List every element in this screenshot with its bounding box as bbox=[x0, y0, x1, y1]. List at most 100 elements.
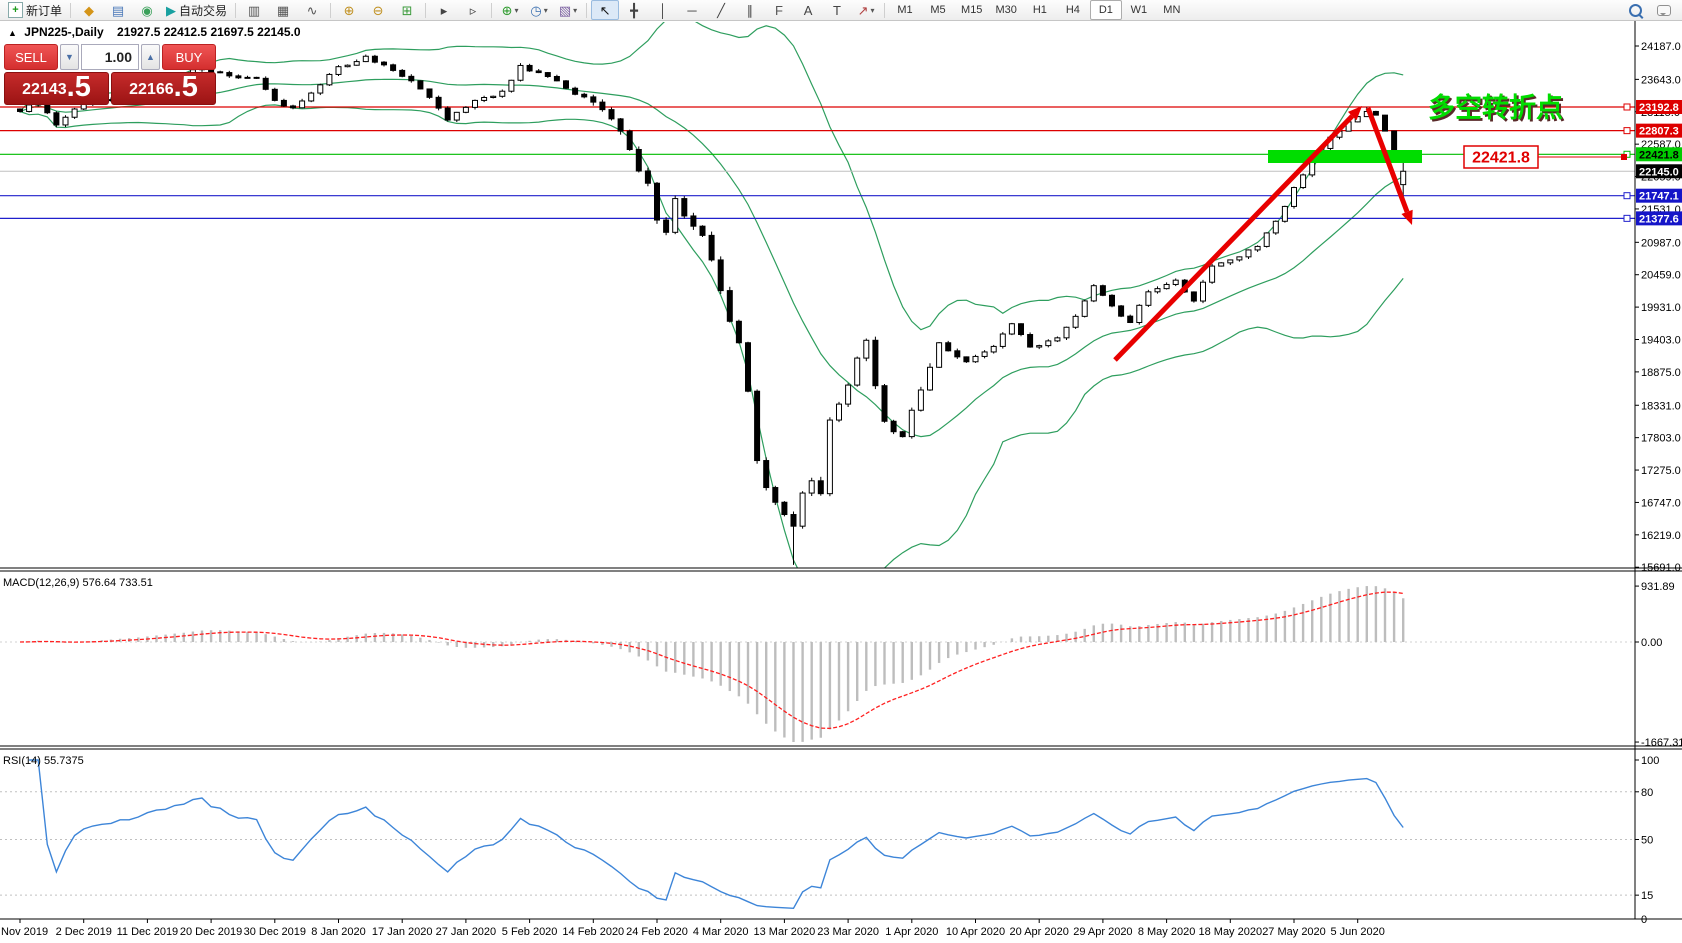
hline-button[interactable]: ─ bbox=[678, 0, 706, 20]
price-axis[interactable]: 24187.023643.023115.022587.022059.021531… bbox=[1634, 21, 1682, 919]
sell-price-panel[interactable]: 22143 .5 bbox=[4, 72, 109, 105]
rsi-line bbox=[29, 759, 1404, 910]
periods-button[interactable]: ◷ ▾ bbox=[525, 0, 553, 20]
tf-m1-label: M1 bbox=[897, 4, 913, 16]
date-tick-label: 18 May 2020 bbox=[1198, 926, 1262, 938]
vline-button[interactable]: │ bbox=[649, 0, 677, 20]
data-window-button[interactable]: ▤ bbox=[104, 0, 132, 20]
auto-scroll-button[interactable]: ▸ bbox=[430, 0, 458, 20]
level-line-handle[interactable] bbox=[1623, 214, 1631, 222]
date-tick-label: 2 Dec 2019 bbox=[56, 926, 112, 938]
auto-trading-icon: ▶ bbox=[166, 2, 177, 18]
turning-point-label[interactable]: 多空转折点 bbox=[1428, 92, 1563, 123]
candlestick-icon: ▦ bbox=[276, 2, 290, 18]
highlight-rectangle[interactable] bbox=[1268, 150, 1422, 163]
market-button[interactable]: ◆ bbox=[75, 0, 103, 20]
toolbar-separator bbox=[884, 2, 886, 18]
tf-h4[interactable]: H4 bbox=[1057, 0, 1089, 20]
level-line-handle[interactable] bbox=[1623, 192, 1631, 200]
price-callout-text: 22421.8 bbox=[1472, 150, 1530, 167]
indicators-icon: ⊕ bbox=[501, 2, 513, 18]
crosshair-button[interactable]: ╋ bbox=[620, 0, 648, 20]
price-tick-label: 23643.0 bbox=[1641, 74, 1681, 86]
cursor-button[interactable]: ↖ bbox=[591, 0, 620, 20]
candlestick-series bbox=[17, 54, 1407, 565]
indicators-button[interactable]: ⊕ ▾ bbox=[496, 0, 524, 20]
label-icon: T bbox=[833, 2, 841, 18]
rsi-axis-label: 50 bbox=[1641, 835, 1653, 847]
date-tick-label: 17 Jan 2020 bbox=[372, 926, 433, 938]
auto-trading-button[interactable]: ▶ 自动交易 bbox=[162, 0, 231, 20]
buy-button[interactable]: BUY bbox=[162, 44, 216, 70]
trend-arrow-up[interactable] bbox=[1113, 106, 1362, 362]
date-tick-label: 8 May 2020 bbox=[1138, 926, 1195, 938]
text-button[interactable]: A bbox=[794, 0, 822, 20]
fibonacci-button[interactable]: F bbox=[765, 0, 793, 20]
tile-windows-button[interactable]: ⊞ bbox=[393, 0, 421, 20]
price-badge bbox=[1636, 211, 1682, 226]
sell-button[interactable]: SELL bbox=[4, 44, 58, 70]
search-button[interactable] bbox=[1621, 0, 1649, 20]
trend-arrow-down[interactable] bbox=[1365, 107, 1413, 225]
arrows-button[interactable]: ↗ ▾ bbox=[852, 0, 880, 20]
tf-h1[interactable]: H1 bbox=[1024, 0, 1056, 20]
hline-icon: ─ bbox=[687, 2, 697, 18]
toolbar-separator bbox=[586, 2, 588, 18]
templates-button[interactable]: ▧ ▾ bbox=[554, 0, 582, 20]
price-callout-box[interactable] bbox=[1463, 145, 1539, 169]
date-tick-label: 24 Feb 2020 bbox=[626, 926, 688, 938]
tf-h4-label: H4 bbox=[1065, 4, 1080, 16]
templates-icon: ▧ bbox=[558, 2, 572, 18]
level-line-handle[interactable] bbox=[1623, 103, 1631, 111]
chat-button[interactable] bbox=[1650, 0, 1678, 20]
volume-decrease-button[interactable]: ▼ bbox=[60, 44, 79, 70]
macd-axis-label: -1667.31 bbox=[1641, 737, 1682, 749]
chart-shift-button[interactable]: ▹ bbox=[459, 0, 487, 20]
price-tick-label: 17275.0 bbox=[1641, 465, 1681, 477]
tf-m15[interactable]: M15 bbox=[955, 0, 988, 20]
rsi-axis-label: 80 bbox=[1641, 787, 1653, 799]
tf-d1-label: D1 bbox=[1098, 4, 1113, 16]
bar-chart-button[interactable]: ▥ bbox=[240, 0, 268, 20]
trendline-button[interactable]: ╱ bbox=[707, 0, 735, 20]
candle-chart-button[interactable]: ▦ bbox=[269, 0, 297, 20]
buy-price-main: 22166 bbox=[129, 81, 174, 98]
new-order-button[interactable]: + 新订单 bbox=[4, 0, 66, 20]
zoom-out-button[interactable]: ⊖ bbox=[364, 0, 392, 20]
zoom-in-icon: ⊕ bbox=[343, 2, 355, 18]
tf-m5[interactable]: M5 bbox=[922, 0, 954, 20]
tf-d1[interactable]: D1 bbox=[1089, 0, 1122, 20]
line-chart-button[interactable]: ∿ bbox=[298, 0, 326, 20]
buy-price-panel[interactable]: 22166 .5 bbox=[111, 72, 216, 105]
volume-increase-button[interactable]: ▲ bbox=[141, 44, 160, 70]
toolbar-separator bbox=[330, 2, 332, 18]
search-icon bbox=[1628, 3, 1642, 17]
date-tick-label: 14 Feb 2020 bbox=[562, 926, 624, 938]
price-badge-text: 22145.0 bbox=[1639, 166, 1679, 178]
tf-w1[interactable]: W1 bbox=[1123, 0, 1155, 20]
date-tick-label: 20 Dec 2019 bbox=[180, 926, 242, 938]
tf-m30[interactable]: M30 bbox=[989, 0, 1022, 20]
auto-trading-button-label: 自动交易 bbox=[179, 3, 228, 18]
date-tick-label: 5 Jun 2020 bbox=[1330, 926, 1384, 938]
volume-input[interactable] bbox=[81, 44, 139, 70]
label-button[interactable]: T bbox=[823, 0, 851, 20]
signals-button[interactable]: ◉ bbox=[133, 0, 161, 20]
level-line-handle[interactable] bbox=[1623, 127, 1631, 135]
price-tick-label: 15691.0 bbox=[1641, 562, 1681, 574]
main-price-pane bbox=[0, 22, 1635, 568]
line-chart-icon: ∿ bbox=[306, 2, 318, 18]
sell-price-pip: .5 bbox=[66, 71, 91, 103]
price-badge bbox=[1636, 147, 1682, 162]
channel-button[interactable]: ∥ bbox=[736, 0, 764, 20]
trendline-icon: ╱ bbox=[717, 2, 725, 18]
tf-m1[interactable]: M1 bbox=[889, 0, 921, 20]
date-tick-label: 23 Mar 2020 bbox=[817, 926, 879, 938]
tf-mn[interactable]: MN bbox=[1156, 0, 1188, 20]
zoom-in-button[interactable]: ⊕ bbox=[335, 0, 363, 20]
panel-toggle-icon[interactable]: ▲ bbox=[8, 28, 17, 38]
toolbar-separator bbox=[70, 2, 72, 18]
price-tick-label: 19931.0 bbox=[1641, 302, 1681, 314]
